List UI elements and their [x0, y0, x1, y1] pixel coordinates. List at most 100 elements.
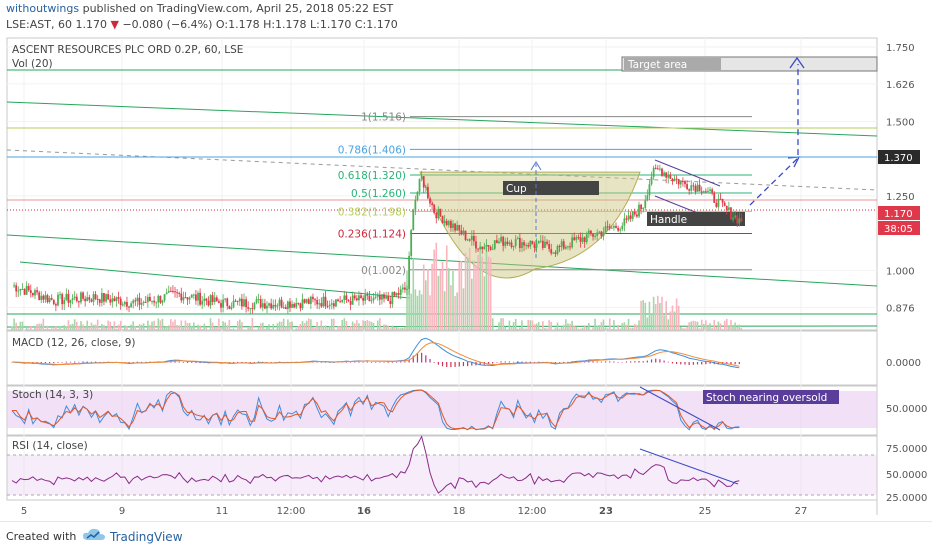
rsi-label: RSI (14, close): [12, 440, 88, 452]
candle-body: [389, 301, 391, 304]
volume-bar: [477, 255, 479, 330]
volume-bar: [17, 328, 19, 330]
candle-body: [168, 291, 170, 293]
brand-name[interactable]: TradingView: [110, 530, 183, 544]
candle-body: [469, 239, 471, 240]
candle-body: [185, 297, 187, 298]
candle-body: [362, 298, 364, 301]
volume-bar: [118, 325, 120, 330]
volume-bar: [116, 329, 118, 330]
candle-body: [467, 239, 469, 240]
candle-body: [174, 291, 176, 292]
macd-histogram-bar: [626, 361, 627, 362]
fib-level-label: 0(1.002): [361, 265, 406, 277]
volume-bar: [89, 327, 91, 330]
volume-bar: [534, 324, 536, 330]
candle-body: [281, 300, 283, 308]
candle-body: [427, 187, 429, 199]
volume-bar: [352, 322, 354, 330]
candle-body: [348, 300, 350, 301]
candle-body: [722, 199, 724, 203]
candle-body: [178, 293, 180, 294]
macd-tick-label: 0.0000: [886, 358, 921, 369]
fib-level-label: 0.382(1.198): [338, 206, 406, 218]
macd-histogram-bar: [526, 362, 527, 363]
candle-body: [139, 298, 141, 305]
candle-body: [335, 300, 337, 307]
candle-body: [692, 185, 694, 186]
volume-bar: [312, 327, 314, 330]
volume-bar: [164, 327, 166, 330]
volume-bar: [32, 329, 34, 330]
volume-bar: [649, 302, 651, 330]
volume-bar: [381, 329, 383, 330]
volume-bar: [561, 326, 563, 330]
volume-bar: [435, 243, 437, 330]
candle-body: [51, 298, 53, 300]
candle-body: [690, 185, 692, 190]
volume-bar: [191, 326, 193, 330]
candle-body: [440, 209, 442, 216]
candle-body: [419, 179, 421, 192]
candle-body: [78, 301, 80, 302]
candle-body: [511, 242, 513, 247]
x-tick-label: 9: [119, 506, 125, 517]
candle-body: [59, 294, 61, 295]
volume-bar: [126, 327, 128, 330]
volume-bar: [114, 321, 116, 330]
volume-bar: [147, 321, 149, 330]
volume-bar: [28, 329, 30, 330]
volume-bar: [103, 325, 105, 330]
candle-body: [448, 221, 450, 225]
volume-bar: [195, 329, 197, 330]
macd-histogram-bar: [534, 362, 535, 363]
candle-body: [534, 244, 536, 248]
volume-bar: [237, 321, 239, 330]
macd-histogram-bar: [663, 361, 664, 363]
macd-histogram-bar: [655, 359, 656, 363]
volume-bar: [22, 322, 24, 330]
candle-body: [383, 294, 385, 298]
macd-histogram-bar: [601, 362, 602, 363]
volume-bar: [624, 322, 626, 330]
volume-bar: [582, 328, 584, 330]
volume-bar: [569, 324, 571, 330]
volume-bar: [504, 327, 506, 330]
candle-body: [651, 177, 653, 184]
candle-body: [247, 307, 249, 309]
volume-bar: [686, 326, 688, 330]
volume-bar: [214, 327, 216, 330]
volume-bar: [456, 293, 458, 330]
macd-histogram-bar: [78, 362, 79, 363]
volume-bar: [699, 328, 701, 330]
macd-histogram-bar: [467, 362, 468, 366]
volume-bar: [475, 265, 477, 330]
candle-body: [375, 297, 377, 298]
volume-bar: [630, 328, 632, 330]
volume-bar: [268, 324, 270, 330]
volume-bar: [557, 323, 559, 330]
volume-bar: [444, 291, 446, 330]
volume-bar: [304, 323, 306, 330]
candle-body: [607, 226, 609, 227]
volume-bar: [360, 326, 362, 330]
macd-histogram-bar: [62, 362, 63, 363]
volume-bar: [394, 327, 396, 330]
x-tick-label: 12:00: [277, 506, 306, 517]
candle-body: [442, 216, 444, 223]
macd-histogram-bar: [66, 362, 67, 363]
volume-bar: [682, 328, 684, 330]
candle-body: [266, 306, 268, 309]
x-tick-label: 5: [21, 506, 27, 517]
chart-title: ASCENT RESOURCES PLC ORD 0.2P, 60, LSE: [12, 44, 243, 56]
volume-bar: [657, 296, 659, 330]
candle-body: [536, 244, 538, 248]
candle-body: [360, 295, 362, 298]
candle-body: [502, 237, 504, 246]
volume-bar: [693, 321, 695, 330]
candle-body: [231, 307, 233, 309]
volume-bar: [124, 325, 126, 330]
macd-histogram-bar: [375, 362, 376, 363]
volume-bar: [389, 328, 391, 330]
